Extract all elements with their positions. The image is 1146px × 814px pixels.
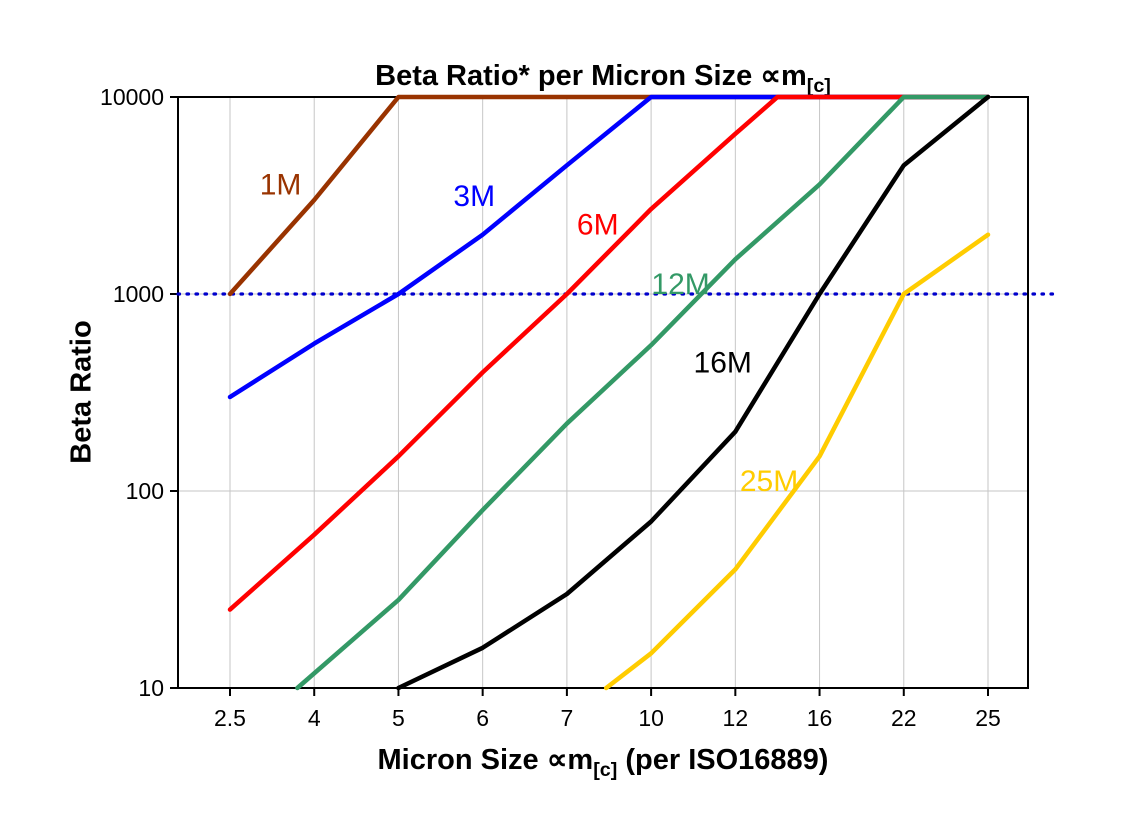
- x-tick-label: 16: [807, 705, 833, 731]
- series-line-6M: [227, 94, 991, 612]
- x-axis-title-text: Micron Size ∝m: [377, 744, 594, 776]
- chart-title-subscript: [c]: [806, 74, 831, 97]
- x-tick-label: 7: [560, 705, 573, 731]
- x-tick-label: 2.5: [214, 705, 246, 731]
- series-label-3M: 3M: [453, 180, 495, 213]
- chart-title-text: Beta Ratio* per Micron Size ∝m: [375, 60, 807, 92]
- y-tick-label: 10000: [100, 84, 164, 110]
- x-axis-title-subscript: [c]: [593, 758, 618, 781]
- series-line-12M: [295, 94, 991, 691]
- x-tick-label: 25: [975, 705, 1001, 731]
- x-tick-label: 5: [392, 705, 405, 731]
- x-tick-label: 12: [723, 705, 749, 731]
- y-tick-label: 10: [138, 675, 164, 701]
- series-line-16M: [396, 94, 991, 691]
- x-axis-title: Micron Size ∝m[c] (per ISO16889): [178, 742, 1028, 782]
- y-tick-label: 1000: [113, 281, 164, 307]
- series-line-3M: [227, 94, 991, 400]
- series-label-6M: 6M: [577, 209, 619, 242]
- x-axis-title-suffix: (per ISO16889): [617, 744, 829, 776]
- x-tick-label: 10: [638, 705, 664, 731]
- y-tick-label: 100: [126, 478, 164, 504]
- x-tick-label: 22: [891, 705, 917, 731]
- series-line-25M: [603, 232, 991, 691]
- series-label-1M: 1M: [260, 168, 302, 201]
- x-tick-label: 4: [308, 705, 321, 731]
- x-tick-label: 6: [476, 705, 489, 731]
- series-label-25M: 25M: [740, 465, 798, 498]
- series-label-12M: 12M: [651, 268, 709, 301]
- chart-title: Beta Ratio* per Micron Size ∝m[c]: [178, 58, 1028, 98]
- series-label-16M: 16M: [694, 346, 752, 379]
